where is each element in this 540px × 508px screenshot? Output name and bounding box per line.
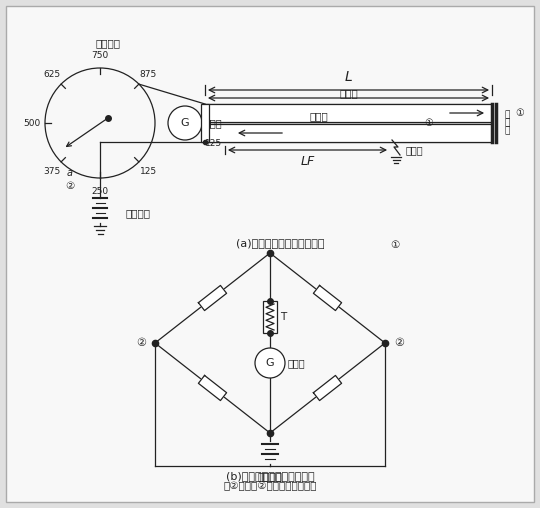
Text: 絡: 絡 [504,118,510,128]
Text: T: T [280,312,286,322]
Text: ①: ① [424,118,433,128]
Text: 750: 750 [91,50,109,59]
Circle shape [168,106,202,140]
Text: (a)マーレーループ測定回路: (a)マーレーループ測定回路 [236,238,324,248]
Text: ②: ② [394,338,404,348]
Text: 滑り抵抗: 滑り抵抗 [96,38,120,48]
Text: 625: 625 [43,71,60,79]
Text: 875: 875 [139,71,157,79]
Text: 検流計: 検流計 [205,118,222,128]
Text: ①: ① [390,240,400,250]
Text: 125: 125 [205,139,222,148]
Text: 健全相: 健全相 [339,88,358,98]
Text: 125: 125 [139,167,157,176]
Text: 故障相: 故障相 [309,111,328,121]
Text: 375: 375 [43,167,60,176]
Polygon shape [313,285,342,310]
Bar [201,104,209,142]
Text: L: L [345,70,353,84]
Text: a: a [67,168,73,178]
Text: ②: ② [136,338,146,348]
Polygon shape [198,285,227,310]
Text: ②: ② [65,181,75,191]
Text: 500: 500 [23,118,40,128]
Text: G: G [181,118,190,128]
Text: 線: 線 [504,126,510,136]
Polygon shape [198,375,227,401]
Text: G: G [266,358,274,368]
Text: 地絡点: 地絡点 [406,145,423,155]
Text: 直流電源: 直流電源 [125,208,150,218]
Polygon shape [313,375,342,401]
Text: LF: LF [300,155,315,168]
Text: ①: ① [516,108,524,118]
Text: (b)ホイートストンブリッジ: (b)ホイートストンブリッジ [226,471,314,481]
Circle shape [255,348,285,378]
Text: （②、⑪、②の点が対応する）: （②、⑪、②の点が対応する） [223,481,317,491]
Text: 短: 短 [504,111,510,119]
Text: 検流計: 検流計 [288,358,306,368]
Text: 250: 250 [91,186,109,196]
Text: 直流電源: 直流電源 [258,471,282,481]
Bar [263,301,277,333]
